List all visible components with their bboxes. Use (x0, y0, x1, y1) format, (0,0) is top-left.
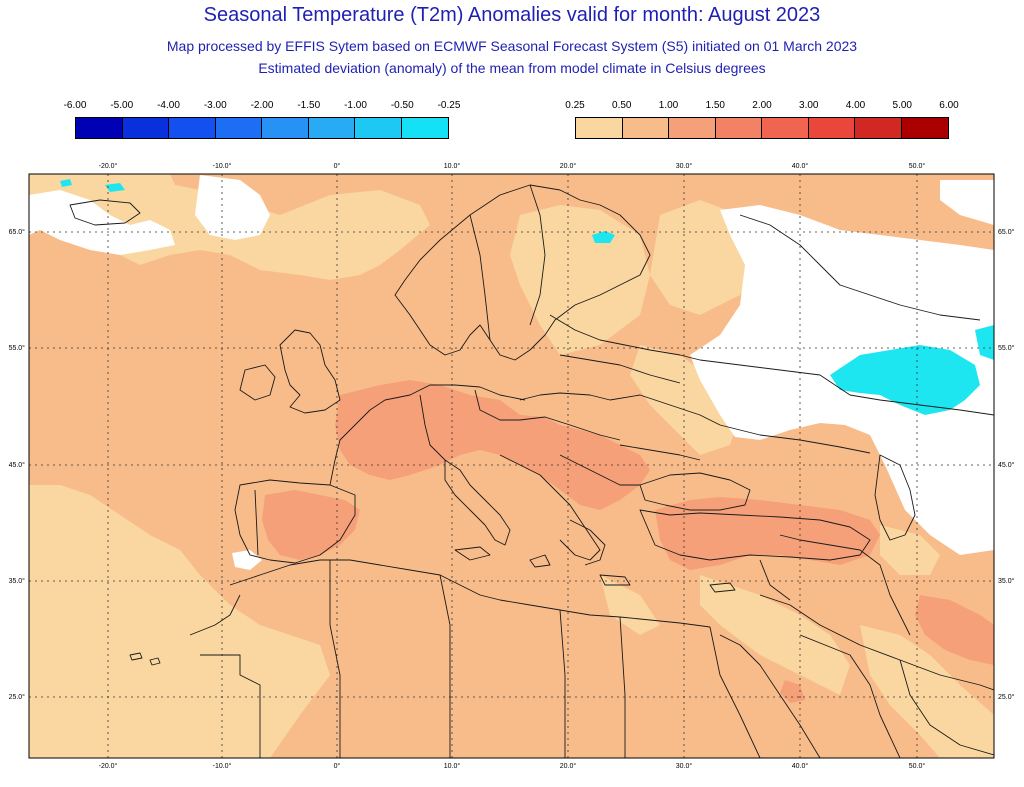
negative-legend-tick-label: -0.25 (437, 100, 461, 111)
longitude-tick-label: 40.0° (792, 762, 809, 770)
latitude-labels-right: 65.0° 55.0° 45.0° 35.0° 25.0° (998, 228, 1015, 701)
negative-legend-tick-label: -3.00 (203, 100, 227, 111)
positive-legend-tick-label: 5.00 (892, 100, 912, 111)
longitude-tick-label: -20.0° (99, 162, 118, 170)
negative-legend-swatch (401, 118, 448, 138)
longitude-tick-label: 10.0° (444, 162, 461, 170)
longitude-tick-label: 30.0° (676, 162, 693, 170)
positive-legend-swatch (576, 118, 623, 138)
anomaly-field-warm (262, 380, 994, 703)
positive-legend-swatch (808, 118, 855, 138)
negative-legend-tick-label: -5.00 (110, 100, 134, 111)
positive-legend-colorbar (575, 117, 949, 139)
positive-legend-labels: 0.25 0.50 1.00 1.50 2.00 3.00 4.00 5.00 6.00 (565, 100, 958, 116)
latitude-tick-label: 35.0° (9, 577, 26, 585)
positive-legend-tick-label: 2.00 (752, 100, 772, 111)
positive-legend-tick-label: 1.50 (705, 100, 725, 111)
negative-legend-swatch (355, 118, 402, 138)
map-subtitle-source: Map processed by EFFIS Sytem based on EC… (166, 38, 858, 54)
negative-legend-swatch (262, 118, 309, 138)
longitude-tick-label: 50.0° (909, 762, 926, 770)
negative-legend-labels: -6.00 -5.00 -4.00 -3.00 -2.00 -1.50 -1.00 -0.50… (64, 100, 461, 116)
positive-legend-tick-label: 6.00 (939, 100, 959, 111)
longitude-tick-label: -10.0° (213, 762, 232, 770)
longitude-labels-top: -20.0° -10.0° 0° 10.0° 20.0° 30.0° 40.0° 50.0° (99, 162, 926, 170)
latitude-tick-label: 65.0° (9, 228, 26, 236)
map-title: Seasonal Temperature (T2m) Anomalies val… (203, 4, 821, 26)
positive-legend-swatch (669, 118, 716, 138)
negative-legend-tick-label: -1.00 (344, 100, 367, 111)
positive-legend-swatch (855, 118, 902, 138)
positive-legend-tick-label: 1.00 (658, 100, 679, 111)
country-borders (69, 184, 994, 758)
negative-legend-tick-label: -6.00 (63, 100, 87, 111)
negative-legend-swatch (169, 118, 216, 138)
latitude-tick-label: 25.0° (9, 693, 26, 701)
anomaly-field-cold (60, 179, 994, 415)
longitude-tick-label: -10.0° (213, 162, 232, 170)
positive-legend-tick-label: 4.00 (845, 100, 866, 111)
positive-legend-swatch (715, 118, 762, 138)
latitude-tick-label: 45.0° (998, 461, 1015, 469)
negative-legend-swatch (215, 118, 262, 138)
negative-legend-swatch (308, 118, 355, 138)
map-frame (28, 173, 995, 759)
longitude-labels-bottom: -20.0° -10.0° 0° 10.0° 20.0° 30.0° 40.0° 50.0° (99, 762, 926, 770)
longitude-tick-label: 20.0° (560, 162, 577, 170)
longitude-tick-label: 30.0° (676, 762, 693, 770)
negative-legend-colorbar (75, 117, 449, 139)
positive-legend-tick-label: 0.25 (565, 100, 585, 111)
positive-legend-swatch (622, 118, 669, 138)
latitude-tick-label: 55.0° (998, 344, 1015, 352)
negative-anomaly-legend: -6.00 -5.00 -4.00 -3.00 -2.00 -1.50 -1.00 -0.50… (64, 100, 461, 140)
negative-legend-tick-label: -0.50 (390, 100, 414, 111)
positive-legend-swatch (901, 118, 948, 138)
latitude-tick-label: 65.0° (998, 228, 1015, 236)
longitude-tick-label: 0° (334, 762, 341, 770)
latitude-tick-label: 35.0° (998, 577, 1015, 585)
positive-legend-tick-label: 3.00 (799, 100, 819, 111)
negative-legend-swatch (122, 118, 169, 138)
longitude-tick-label: 0° (334, 162, 341, 170)
positive-legend-tick-label: 0.50 (612, 100, 632, 111)
negative-legend-tick-label: -4.00 (157, 100, 180, 111)
latitude-labels-left: 65.0° 55.0° 45.0° 35.0° 25.0° (9, 228, 26, 701)
longitude-tick-label: 10.0° (444, 762, 461, 770)
positive-anomaly-legend: 0.25 0.50 1.00 1.50 2.00 3.00 4.00 5.00 6.00 (565, 100, 959, 140)
longitude-tick-label: 40.0° (792, 162, 809, 170)
latitude-tick-label: 45.0° (9, 461, 26, 469)
negative-legend-swatch (76, 118, 123, 138)
longitude-tick-label: 50.0° (909, 162, 926, 170)
latitude-tick-label: 55.0° (9, 344, 26, 352)
negative-legend-tick-label: -1.50 (297, 100, 321, 111)
negative-legend-tick-label: -2.00 (250, 100, 274, 111)
positive-legend-swatch (762, 118, 809, 138)
longitude-tick-label: -20.0° (99, 762, 118, 770)
anomaly-map: -20.0° -10.0° 0° 10.0° 20.0° 30.0° 40.0° 50.0° … (9, 162, 1015, 770)
map-subtitle-units: Estimated deviation (anomaly) of the mea… (258, 60, 766, 76)
latitude-tick-label: 25.0° (998, 693, 1015, 701)
longitude-tick-label: 20.0° (560, 762, 577, 770)
